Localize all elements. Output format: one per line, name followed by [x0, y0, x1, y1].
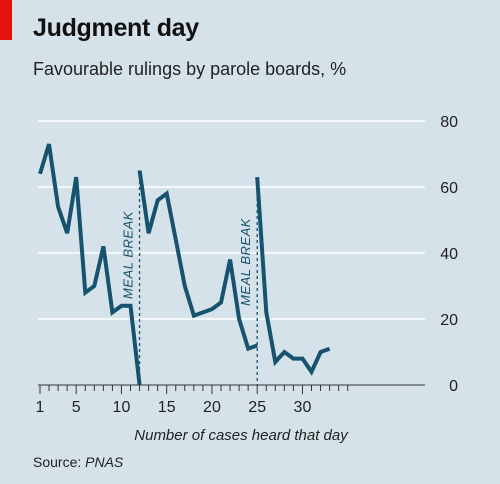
chart-subtitle: Favourable rulings by parole boards, %	[33, 59, 347, 79]
y-tick-label-20: 20	[440, 312, 458, 329]
series-line-segment-3	[255, 176, 331, 376]
meal-break-label: MEAL BREAK	[121, 210, 136, 299]
x-axis	[38, 384, 425, 394]
y-tick-label-40: 40	[440, 246, 458, 263]
y-tick-label-80: 80	[440, 114, 458, 131]
x-tick-label-30: 30	[294, 399, 312, 416]
accent-tag	[0, 0, 12, 40]
meal-break-annotations: MEAL BREAK MEAL BREAK	[121, 175, 258, 385]
gridlines	[38, 120, 425, 320]
series-lines	[38, 143, 331, 386]
x-axis-label: Number of cases heard that day	[134, 427, 349, 444]
source-prefix: Source:	[33, 454, 86, 470]
x-tick-label-20: 20	[203, 399, 221, 416]
series-line-segment-2	[137, 170, 258, 352]
y-tick-label-0: 0	[449, 378, 458, 395]
chart-title: Judgment day	[33, 14, 199, 42]
x-tick-label-1: 1	[36, 399, 45, 416]
x-tick-label-10: 10	[113, 399, 131, 416]
x-tick-label-25: 25	[248, 399, 266, 416]
meal-break-label: MEAL BREAK	[238, 217, 253, 306]
source-name: PNAS	[85, 454, 124, 470]
series-line-segment-1	[38, 143, 142, 386]
x-tick-label-15: 15	[158, 399, 176, 416]
source-note: Source: PNAS	[33, 454, 123, 470]
x-tick-label-5: 5	[72, 399, 81, 416]
y-tick-label-60: 60	[440, 180, 458, 197]
